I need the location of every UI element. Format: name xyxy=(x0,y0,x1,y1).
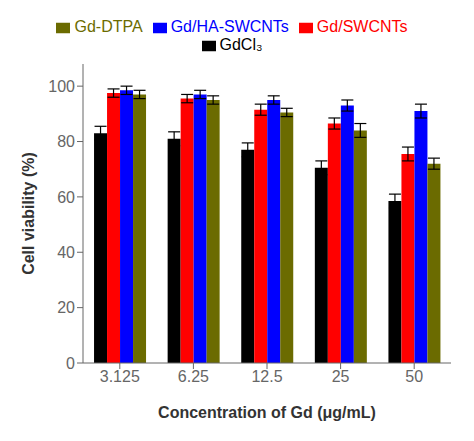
html-text:Gd/SWCNTs: Gd/SWCNTs xyxy=(316,18,408,35)
svg-text:80: 80 xyxy=(57,133,75,150)
svg-text:Concentration of Gd (μg/mL): Concentration of Gd (μg/mL) xyxy=(158,404,376,421)
svg-text:40: 40 xyxy=(57,244,75,261)
svg-text:100: 100 xyxy=(48,78,75,95)
svg-text:6.25: 6.25 xyxy=(178,368,209,385)
svg-text:12.5: 12.5 xyxy=(251,368,282,385)
svg-text:60: 60 xyxy=(57,189,75,206)
svg-text:20: 20 xyxy=(57,299,75,316)
svg-text:50: 50 xyxy=(405,368,423,385)
html-text:Gd-DTPA: Gd-DTPA xyxy=(74,18,143,35)
svg-text:3.125: 3.125 xyxy=(100,368,140,385)
svg-text:25: 25 xyxy=(332,368,350,385)
html-text:GdCl₃: GdCl₃ xyxy=(219,36,263,53)
svg-text:Cell viability (%): Cell viability (%) xyxy=(20,152,37,275)
html-text:Gd/HA-SWCNTs: Gd/HA-SWCNTs xyxy=(170,18,289,35)
svg-text:0: 0 xyxy=(66,355,75,372)
